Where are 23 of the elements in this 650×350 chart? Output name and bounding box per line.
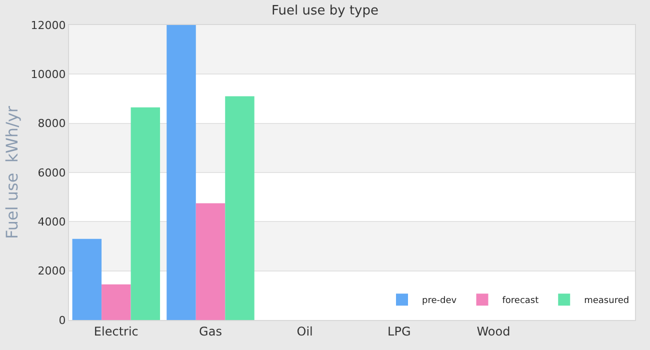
y-axis-title: Fuel use kWh/yr: [2, 106, 22, 239]
bar: [196, 203, 226, 320]
y-tick-label: 12000: [30, 18, 66, 32]
x-tick-label: LPG: [388, 324, 411, 338]
y-tick-label: 6000: [38, 166, 66, 180]
x-tick-label: Electric: [94, 324, 138, 338]
bar: [102, 284, 131, 320]
y-tick-label: 4000: [38, 216, 66, 229]
chart-title: Fuel use by type: [271, 3, 379, 18]
y-tick-label: 10000: [30, 68, 66, 82]
x-tick-label: Gas: [199, 324, 222, 338]
legend-label: pre-dev: [422, 296, 458, 306]
bar: [130, 107, 160, 320]
y-tick-label: 2000: [38, 264, 66, 278]
legend-label: measured: [584, 296, 630, 306]
bar: [225, 96, 254, 320]
x-tick-label: Oil: [296, 324, 313, 338]
legend-label: forecast: [502, 296, 540, 306]
x-tick-label: Wood: [476, 324, 510, 338]
bar: [166, 25, 196, 320]
bar: [72, 238, 102, 320]
y-tick-label: 0: [58, 314, 66, 327]
y-tick-label: 8000: [38, 117, 66, 130]
